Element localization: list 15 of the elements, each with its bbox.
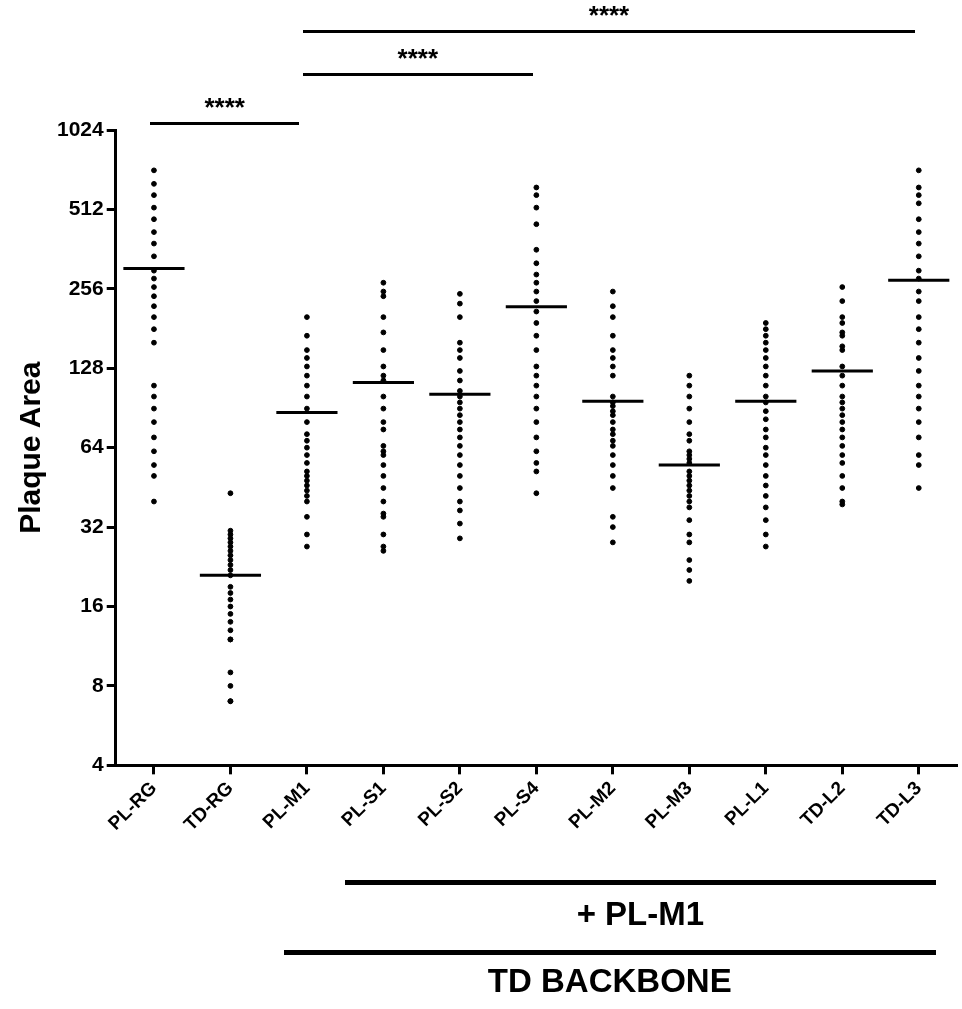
y-tick-label: 256 xyxy=(68,275,104,299)
y-tick-label: 64 xyxy=(80,434,105,458)
text: **** xyxy=(588,0,630,31)
y-tick-label: 512 xyxy=(68,196,104,220)
text: **** xyxy=(397,43,439,74)
y-tick-label: 16 xyxy=(80,593,104,617)
text: TD BACKBONE xyxy=(487,962,732,1000)
y-axis-title: Plaque Area xyxy=(13,361,47,534)
y-tick-label: 128 xyxy=(68,355,105,379)
y-tick-label: 32 xyxy=(80,513,104,537)
y-tick-label: 1024 xyxy=(57,116,105,140)
y-tick-label: 8 xyxy=(92,672,105,696)
text: **** xyxy=(204,92,245,123)
y-tick-label: 4 xyxy=(92,752,105,776)
text: + PL-M1 xyxy=(576,895,705,933)
